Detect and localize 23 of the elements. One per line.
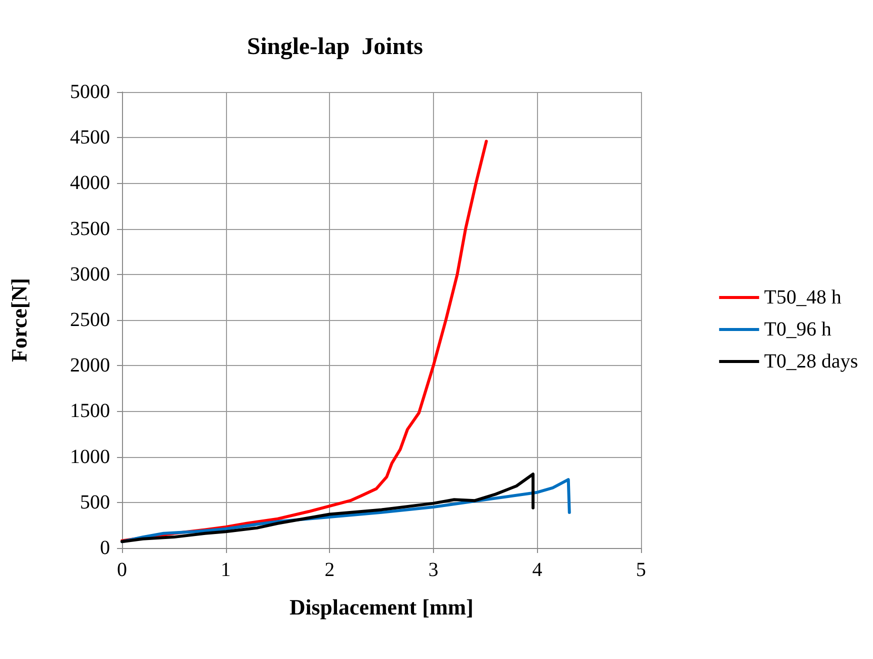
y-axis-title: Force[N] [6,278,32,362]
x-tick-label: 2 [324,559,335,581]
legend-label: T0_96 h [764,318,832,340]
chart-title: Single-lap Joints [246,34,424,60]
y-tick-label: 5000 [70,81,110,103]
y-tick-label: 3500 [70,218,110,240]
y-tick-label: 4000 [70,172,110,194]
x-tick-label: 5 [636,559,646,581]
y-tick-label: 2500 [70,309,110,331]
y-tick-label: 0 [100,537,110,559]
y-tick-label: 3000 [70,263,110,286]
legend-label: T0_28 days [764,350,858,372]
y-tick-label: 2000 [70,354,110,377]
x-tick-label: 0 [117,559,127,581]
x-tick-label: 1 [220,559,231,581]
y-tick-label: 1000 [70,446,110,468]
x-tick-label: 3 [428,559,438,581]
y-tick-label: 4500 [70,126,110,149]
x-axis-title: Displacement [mm] [290,594,474,620]
legend-label: T50_48 h [764,286,842,308]
y-tick-label: 500 [80,491,110,514]
x-tick-label: 4 [532,559,542,581]
y-tick-label: 1500 [70,400,110,422]
